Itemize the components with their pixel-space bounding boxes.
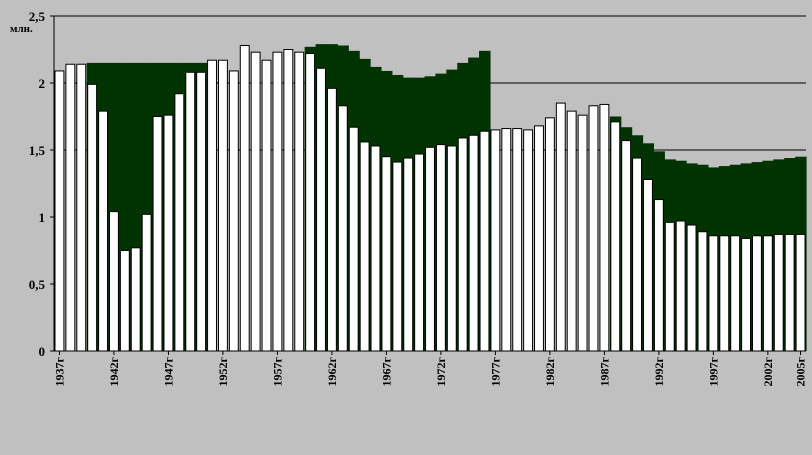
white-bar	[708, 235, 719, 352]
x-tick-label: 1937г	[52, 356, 66, 386]
white-bar	[283, 49, 294, 352]
white-bar	[359, 141, 370, 352]
white-bar	[119, 250, 130, 352]
white-bar	[316, 67, 326, 352]
white-bar	[435, 144, 446, 352]
white-bar	[457, 137, 468, 352]
y-tick-label: 2,5	[29, 9, 46, 24]
white-bar	[98, 110, 108, 352]
white-bar	[468, 134, 479, 352]
white-bar	[697, 231, 708, 352]
x-tick-label: 1982г	[543, 356, 557, 386]
white-bar	[152, 116, 163, 352]
x-tick-label: 1957г	[270, 356, 284, 386]
y-tick-label: 0,5	[29, 277, 46, 292]
x-tick-label: 1962г	[325, 356, 339, 386]
white-bar	[555, 102, 566, 352]
white-bar	[87, 83, 98, 352]
y-tick-label: 2	[39, 76, 46, 91]
white-bar	[261, 59, 272, 352]
x-tick-label: 1967г	[379, 356, 393, 386]
white-bar	[108, 211, 119, 352]
white-bar	[566, 110, 577, 352]
x-tick-label: 1977г	[488, 356, 502, 386]
white-bar	[130, 247, 141, 352]
white-bar	[250, 51, 261, 352]
white-bar	[425, 146, 435, 352]
white-bar	[239, 44, 250, 352]
white-series	[54, 44, 806, 352]
white-bar	[653, 199, 664, 352]
white-bar	[403, 157, 414, 352]
x-tick-label: 1987г	[597, 356, 611, 386]
white-bar	[795, 233, 806, 352]
dark-bar	[119, 62, 131, 352]
white-bar	[217, 59, 228, 352]
white-bar	[196, 71, 207, 352]
white-bar	[643, 178, 653, 352]
white-bar	[76, 63, 87, 352]
white-bar	[54, 70, 65, 352]
dark-bar	[130, 62, 142, 352]
white-bar	[741, 237, 752, 352]
white-bar	[719, 235, 730, 352]
white-bar	[65, 63, 76, 352]
white-bar	[588, 105, 599, 352]
white-bar	[207, 59, 217, 352]
white-bar	[392, 161, 403, 352]
white-bar	[784, 233, 795, 352]
white-bar	[730, 235, 741, 352]
white-bar	[185, 71, 196, 352]
x-tick-label: 2002г	[761, 356, 775, 386]
white-bar	[174, 93, 185, 352]
x-tick-label: 1947г	[161, 356, 175, 386]
white-bar	[523, 129, 534, 352]
white-bar	[577, 114, 588, 352]
white-bar	[632, 157, 643, 352]
white-bar	[326, 87, 337, 352]
white-bar	[414, 153, 425, 352]
white-bar	[501, 128, 512, 352]
y-tick-label: 1,5	[29, 143, 46, 158]
x-tick-label: 2005г	[794, 356, 808, 386]
white-bar	[381, 156, 392, 352]
white-bar	[490, 129, 501, 352]
white-bar	[305, 53, 316, 352]
y-tick-label: 1	[39, 210, 46, 225]
white-bar	[686, 224, 697, 352]
y-unit-label: млн.	[10, 23, 33, 35]
white-bar	[141, 213, 152, 352]
white-bar	[163, 114, 174, 352]
white-bar	[773, 233, 784, 352]
white-bar	[621, 140, 632, 352]
white-bar	[370, 145, 381, 352]
x-tick-label: 1997г	[706, 356, 720, 386]
white-bar	[675, 220, 686, 352]
white-bar	[446, 145, 457, 352]
white-bar	[544, 117, 555, 352]
white-bar	[599, 103, 610, 352]
white-bar	[752, 235, 762, 352]
x-tick-label: 1972г	[434, 356, 448, 386]
white-bar	[534, 125, 544, 352]
x-tick-label: 1952г	[216, 356, 230, 386]
white-bar	[228, 70, 239, 352]
dark-bar	[141, 62, 153, 352]
white-bar	[762, 235, 773, 352]
x-tick-label: 1942г	[107, 356, 121, 386]
y-tick-label: 0	[39, 344, 46, 359]
white-bar	[348, 126, 359, 352]
axes: 0 0,5 1 1,5 2 2,5 1937г 1942г 1947г 1952г 1957г 196…	[29, 9, 808, 386]
white-bar	[294, 51, 305, 352]
dark-bar	[108, 62, 120, 352]
white-bar	[272, 51, 283, 352]
white-bar	[337, 105, 348, 352]
white-bar	[512, 128, 523, 352]
white-bar	[610, 121, 621, 352]
white-bar	[479, 130, 490, 352]
white-bar	[664, 221, 675, 352]
x-tick-label: 1992г	[652, 356, 666, 386]
